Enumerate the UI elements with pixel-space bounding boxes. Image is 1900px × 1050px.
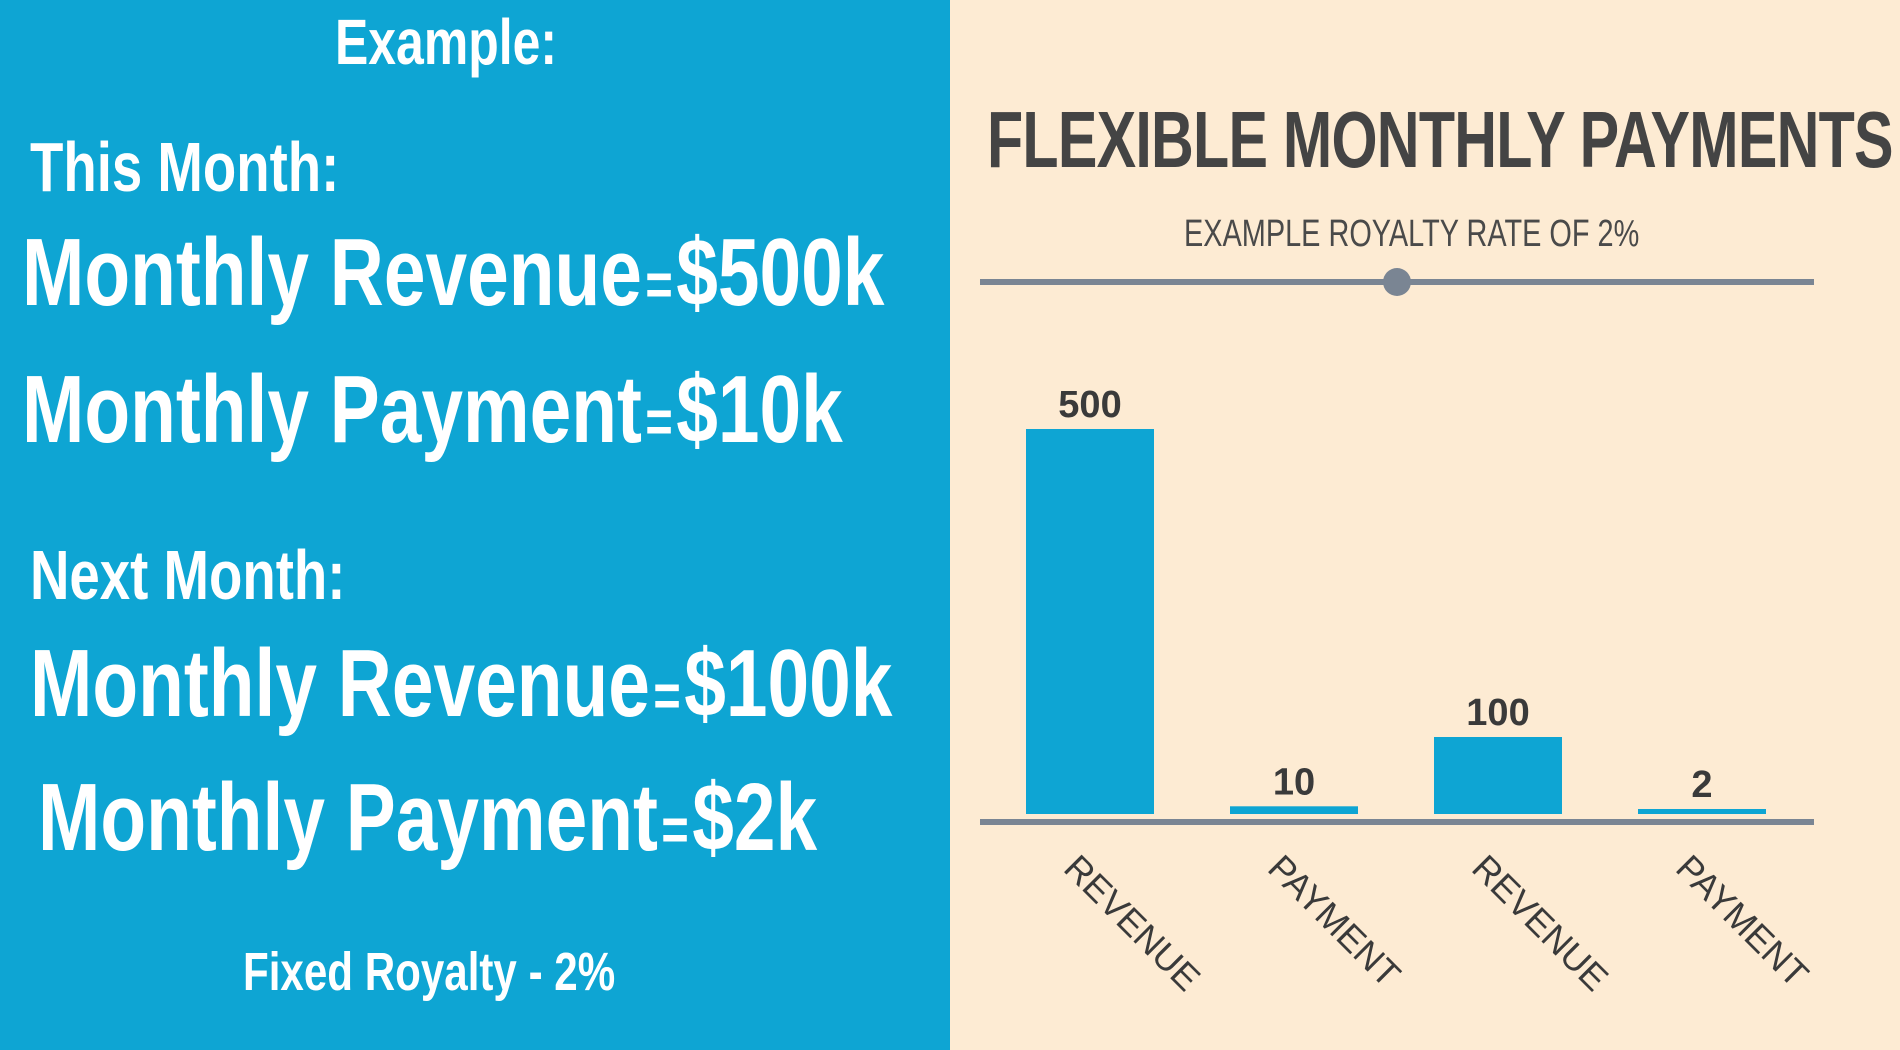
bars-group: 500 REVENUE 10 PAYMENT 100 REVENUE 2 PAYMENT <box>1026 384 1817 999</box>
payment-value: $10k <box>676 356 843 463</box>
payment-label: Monthly Payment <box>22 356 642 463</box>
chart-panel: FLEXIBLE MONTHLY PAYMENTS EXAMPLE ROYALT… <box>950 0 1900 1050</box>
example-panel: Example: This Month: Monthly Revenue = $… <box>0 0 950 1050</box>
equals-sign: = <box>661 796 689 863</box>
category-label: REVENUE <box>1464 847 1616 999</box>
category-label: REVENUE <box>1056 847 1208 999</box>
next-month-revenue-line: Monthly Revenue = $100k <box>30 636 892 732</box>
value-label: 500 <box>1058 384 1121 426</box>
equals-sign: = <box>653 662 681 729</box>
next-month-payment-line: Monthly Payment = $2k <box>38 770 817 866</box>
bar-revenue-3 <box>1434 737 1562 814</box>
next-month-label: Next Month: <box>30 536 346 614</box>
revenue-value: $100k <box>684 630 893 737</box>
revenue-value: $500k <box>676 219 885 326</box>
this-month-payment-line: Monthly Payment = $10k <box>22 362 843 458</box>
bar-chart: 500 REVENUE 10 PAYMENT 100 REVENUE 2 PAYMENT <box>980 268 1817 999</box>
example-heading: Example: <box>335 6 557 78</box>
bar-revenue-1 <box>1026 429 1154 814</box>
equals-sign: = <box>645 251 673 318</box>
category-label: PAYMENT <box>1668 847 1816 995</box>
revenue-label: Monthly Revenue <box>30 630 650 737</box>
value-label: 10 <box>1273 761 1315 803</box>
value-label: 100 <box>1466 692 1529 734</box>
payment-value: $2k <box>692 764 818 871</box>
this-month-revenue-line: Monthly Revenue = $500k <box>22 225 884 321</box>
fixed-royalty-note: Fixed Royalty - 2% <box>243 942 616 1002</box>
this-month-label: This Month: <box>30 128 340 206</box>
equals-sign: = <box>645 388 673 455</box>
bar-payment-2 <box>1230 806 1358 814</box>
royalty-slider[interactable] <box>980 268 1814 296</box>
bar-payment-4 <box>1638 809 1766 814</box>
chart-subtitle: EXAMPLE ROYALTY RATE OF 2% <box>1184 213 1640 255</box>
slider-thumb[interactable] <box>1383 268 1411 296</box>
revenue-label: Monthly Revenue <box>22 219 642 326</box>
value-label: 2 <box>1691 764 1712 806</box>
category-label: PAYMENT <box>1260 847 1408 995</box>
chart-title: FLEXIBLE MONTHLY PAYMENTS <box>987 95 1894 184</box>
payment-label: Monthly Payment <box>38 764 658 871</box>
